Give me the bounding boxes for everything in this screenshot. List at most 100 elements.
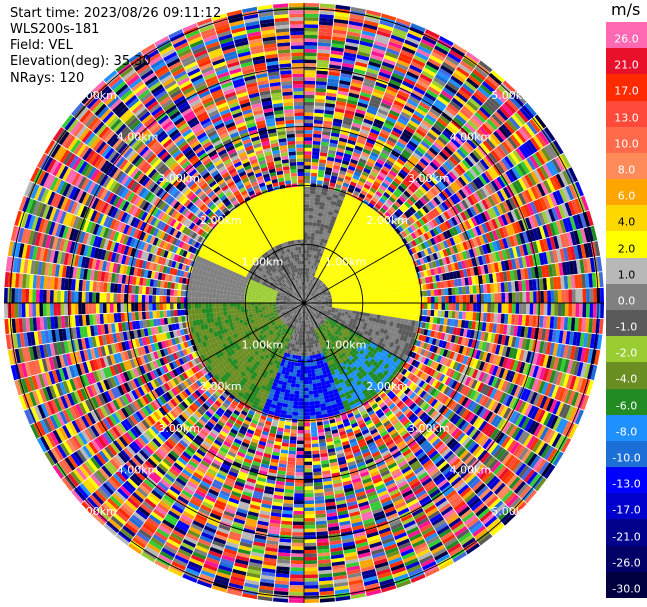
range-gate bbox=[314, 95, 326, 100]
range-gate bbox=[307, 289, 310, 294]
range-gate bbox=[378, 171, 387, 179]
range-gate bbox=[304, 200, 310, 205]
range-gate bbox=[316, 251, 321, 256]
range-gate bbox=[405, 143, 416, 152]
range-gate bbox=[334, 107, 346, 114]
range-gate bbox=[338, 222, 345, 228]
range-gate bbox=[311, 254, 315, 259]
range-gate bbox=[407, 67, 421, 77]
range-gate bbox=[307, 366, 311, 370]
range-gate bbox=[308, 286, 311, 290]
range-gate bbox=[395, 303, 400, 308]
range-gate bbox=[377, 26, 393, 35]
range-gate bbox=[336, 180, 344, 186]
range-gate bbox=[345, 38, 360, 45]
range-gate bbox=[336, 249, 342, 255]
range-gate bbox=[309, 279, 312, 283]
range-gate bbox=[385, 159, 395, 167]
range-gate bbox=[342, 298, 347, 301]
range-gate bbox=[391, 31, 407, 40]
range-gate bbox=[403, 104, 416, 114]
range-gate bbox=[372, 88, 385, 96]
range-gate bbox=[399, 303, 403, 309]
range-gate bbox=[310, 291, 313, 295]
range-gate bbox=[568, 289, 573, 303]
range-gate bbox=[395, 62, 409, 71]
range-gate bbox=[362, 167, 372, 175]
range-gate bbox=[416, 290, 421, 298]
range-gate bbox=[310, 268, 314, 273]
range-gate bbox=[364, 16, 380, 24]
range-gate bbox=[329, 57, 343, 63]
range-gate bbox=[342, 55, 357, 62]
range-gate bbox=[437, 303, 442, 311]
range-gate bbox=[390, 75, 404, 84]
range-gate bbox=[406, 122, 418, 132]
range-gate bbox=[383, 92, 396, 100]
range-gate bbox=[341, 215, 348, 222]
range-gate bbox=[368, 154, 378, 162]
range-gate bbox=[378, 303, 382, 308]
range-gate bbox=[304, 288, 306, 293]
range-gate bbox=[390, 34, 406, 43]
range-gate bbox=[345, 218, 352, 224]
range-gate bbox=[363, 19, 379, 27]
range-gate bbox=[327, 149, 337, 155]
range-gate bbox=[304, 10, 320, 14]
range-gate bbox=[326, 156, 335, 162]
range-gate bbox=[323, 174, 332, 179]
range-gate bbox=[315, 282, 319, 286]
range-gate bbox=[335, 151, 345, 157]
range-gate bbox=[405, 308, 410, 315]
range-gate bbox=[315, 372, 320, 377]
range-gate bbox=[348, 162, 358, 168]
range-gate bbox=[370, 292, 375, 296]
range-gate bbox=[380, 311, 385, 316]
range-gate bbox=[307, 229, 312, 233]
range-gate bbox=[304, 73, 316, 78]
range-gate bbox=[434, 296, 439, 303]
range-gate bbox=[399, 297, 403, 303]
range-gate bbox=[343, 153, 352, 159]
range-gate bbox=[329, 204, 336, 209]
range-gate bbox=[311, 283, 314, 288]
range-gate bbox=[326, 240, 332, 245]
range-gate bbox=[361, 211, 369, 218]
range-gate bbox=[582, 288, 587, 303]
range-gate bbox=[307, 362, 311, 367]
range-gate bbox=[490, 303, 495, 313]
range-gate bbox=[321, 216, 327, 222]
range-gate bbox=[350, 229, 356, 235]
range-gate bbox=[371, 91, 384, 99]
range-gate bbox=[311, 376, 317, 381]
range-gate bbox=[304, 24, 319, 29]
range-gate bbox=[304, 91, 316, 96]
range-gate bbox=[338, 192, 346, 198]
range-gate bbox=[370, 151, 380, 159]
range-gate bbox=[367, 299, 372, 303]
range-gate bbox=[554, 289, 559, 303]
range-gate bbox=[318, 256, 322, 261]
range-gate bbox=[455, 303, 460, 312]
range-gate bbox=[351, 122, 362, 129]
range-gate bbox=[307, 271, 309, 276]
range-gate bbox=[372, 145, 383, 153]
range-gate bbox=[304, 133, 313, 138]
range-gate bbox=[430, 296, 435, 303]
range-gate bbox=[357, 98, 370, 105]
range-gate bbox=[448, 78, 462, 89]
range-gate bbox=[308, 221, 313, 226]
range-gate bbox=[409, 116, 422, 126]
range-gate bbox=[344, 41, 359, 48]
range-gate bbox=[366, 138, 376, 145]
range-gate bbox=[326, 255, 331, 261]
range-gate bbox=[366, 312, 371, 317]
range-gate bbox=[318, 166, 326, 171]
range-gate bbox=[311, 372, 316, 377]
range-gate bbox=[321, 273, 325, 278]
range-gate bbox=[357, 180, 365, 187]
range-gate bbox=[418, 41, 434, 52]
range-gate bbox=[366, 177, 375, 184]
range-gate bbox=[402, 42, 418, 52]
range-gate bbox=[317, 42, 332, 47]
